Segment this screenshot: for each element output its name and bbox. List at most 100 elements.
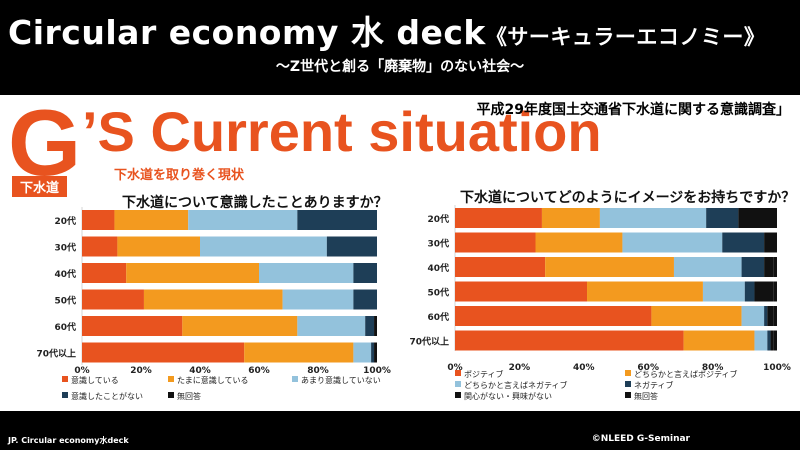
chart1-legend-label: たまに意識している: [177, 375, 249, 385]
chart2-bar-30代-関心がない・興味がない: [764, 232, 777, 253]
survey-source: 平成29年度国土交通省下水道に関する意識調査」: [476, 102, 790, 118]
deck-title-main: Circular economy 水 deck: [8, 13, 486, 52]
chart1-legend-label: 意識したことがない: [71, 391, 143, 401]
slide-heading: ’S Current situation: [82, 100, 602, 163]
chart2-legend-swatch: [625, 392, 631, 398]
chart2-bar-60代-ポジティブ: [455, 306, 652, 326]
chart1-bar-60代-あまり意識していない: [297, 316, 366, 336]
chart2-legend-swatch: [455, 381, 461, 387]
chart2-bar-40代-どちらかと言えばポジティブ: [545, 257, 674, 277]
chart1-bar-50代-あまり意識していない: [282, 289, 354, 310]
chart2-bar-30代-ネガティブ: [722, 232, 765, 253]
chart2-legend-swatch: [455, 392, 461, 398]
chart1-bar-60代-たまに意識している: [182, 316, 298, 336]
chart2-bar-30代-ポジティブ: [455, 232, 536, 253]
chart1-bar-50代-意識している: [82, 289, 144, 310]
chart1-bar-70代以上-意識している: [82, 342, 245, 363]
chart1-xtick-label: 80%: [307, 366, 329, 376]
chart2-xtick-label: 80%: [702, 363, 724, 373]
chart2-legend-label: 関心がない・興味がない: [464, 391, 552, 401]
chart1-bar-20代-意識したことがない: [297, 210, 377, 230]
chart1-bar-20代-あまり意識していない: [188, 210, 298, 230]
chart1-legend-swatch: [62, 392, 68, 398]
chart2-legend-swatch: [625, 381, 631, 387]
chart1-bar-60代-無回答: [374, 316, 377, 336]
chart2-legend-label: ネガティブ: [634, 380, 674, 390]
chart2-bar-60代-関心がない・興味がない: [767, 306, 774, 326]
chart1-bar-40代-あまり意識していない: [259, 263, 354, 283]
chart1-bar-20代-意識している: [82, 210, 115, 230]
chart2-bar-40代-ネガティブ: [741, 257, 765, 277]
chart1-category-label: 70代以上: [36, 348, 76, 360]
chart2-bar-70代以上-無回答: [773, 330, 777, 351]
footer-bar: [0, 411, 800, 450]
chart1-category-label: 20代: [54, 215, 76, 227]
big-letter-g: G: [8, 90, 82, 195]
footer-left: JP. Circular economy水deck: [8, 436, 129, 445]
chart2-legend-swatch: [455, 370, 461, 376]
chart2-bar-20代-どちらかと言えばネガティブ: [599, 208, 707, 228]
chart2-legend-label: どちらかと言えばポジティブ: [634, 369, 738, 379]
chart2-xtick-label: 20%: [509, 363, 531, 373]
chart1-bar-70代以上-無回答: [374, 342, 377, 363]
chart1-legend-label: あまり意識していない: [301, 375, 381, 385]
footer-right: ©NLEED G-Seminar: [591, 434, 690, 444]
chart2-bar-70代以上-ポジティブ: [455, 330, 684, 351]
chart2-bar-30代-どちらかと言えばネガティブ: [622, 232, 723, 253]
deck-title: Circular economy 水 deck《サーキュラーエコノミー》: [8, 6, 765, 54]
chart2-bar-30代-どちらかと言えばポジティブ: [535, 232, 623, 253]
chart2-xtick-label: 100%: [763, 363, 791, 373]
chart2-bar-20代-どちらかと言えばポジティブ: [541, 208, 600, 228]
chart1-xtick-label: 20%: [130, 366, 152, 376]
chart2-bar-40代-ポジティブ: [455, 257, 546, 277]
chart2-bar-70代以上-関心がない・興味がない: [770, 330, 774, 351]
chart2-bar-60代-どちらかと言えばネガティブ: [741, 306, 765, 326]
chart1-bar-50代-たまに意識している: [143, 289, 283, 310]
header-bar: [0, 0, 800, 95]
deck-title-suffix: 《サーキュラーエコノミー》: [485, 25, 766, 49]
chart1-legend-label: 意識している: [71, 375, 119, 385]
chart2-bar-50代-無回答: [773, 281, 777, 302]
chart2-xtick-label: 60%: [637, 363, 659, 373]
chart1-xtick-label: 40%: [189, 366, 211, 376]
chart2-bar-50代-関心がない・興味がない: [754, 281, 774, 302]
chart1-xtick-label: 0%: [74, 366, 89, 376]
chart1-title: 下水道について意識したことありますか？: [122, 195, 388, 211]
chart2-bar-60代-ネガティブ: [764, 306, 768, 326]
chart2-bar-20代-関心がない・興味がない: [738, 208, 777, 228]
chart2-category-label: 30代: [427, 238, 449, 250]
chart1-legend-swatch: [292, 376, 298, 382]
chart2-bar-70代以上-ネガティブ: [767, 330, 771, 351]
chart1-bar-40代-意識したことがない: [353, 263, 377, 283]
chart2-legend-label: 無回答: [634, 391, 658, 401]
chart1-bar-60代-意識したことがない: [365, 316, 375, 336]
chart1-bar-30代-あまり意識していない: [200, 236, 327, 257]
chart1-category-label: 50代: [54, 295, 76, 307]
chart1-category-label: 60代: [54, 321, 76, 333]
chart1-bar-40代-意識している: [82, 263, 127, 283]
chart2-bar-40代-無回答: [773, 257, 777, 277]
chart1-legend-swatch: [168, 376, 174, 382]
chart1-bar-30代-たまに意識している: [117, 236, 200, 257]
chart2-legend-swatch: [625, 370, 631, 376]
chart2-bar-50代-ネガティブ: [744, 281, 755, 302]
chart2-bar-60代-無回答: [773, 306, 777, 326]
chart2-bar-70代以上-どちらかと言えばポジティブ: [683, 330, 755, 351]
chart2-legend-label: ポジティブ: [464, 369, 504, 379]
chart1-category-label: 40代: [54, 268, 76, 280]
chart2-bar-40代-どちらかと言えばネガティブ: [673, 257, 742, 277]
chart2-bar-20代-ネガティブ: [706, 208, 739, 228]
chart1-bar-30代-意識している: [82, 236, 118, 257]
chart2-bar-20代-ポジティブ: [455, 208, 542, 228]
chart1-category-label: 30代: [54, 242, 76, 254]
chart2-xtick-label: 0%: [447, 363, 462, 373]
chart2-bar-50代-どちらかと言えばネガティブ: [702, 281, 745, 302]
chart2-category-label: 70代以上: [409, 336, 449, 348]
chart2-bar-70代以上-どちらかと言えばネガティブ: [754, 330, 768, 351]
topic-tag: 下水道: [12, 176, 68, 197]
chart2-category-label: 50代: [427, 287, 449, 299]
chart1-xtick-label: 60%: [248, 366, 270, 376]
chart2-title: 下水道についてどのようにイメージをお持ちですか？: [460, 190, 796, 206]
chart2-category-label: 20代: [427, 213, 449, 225]
